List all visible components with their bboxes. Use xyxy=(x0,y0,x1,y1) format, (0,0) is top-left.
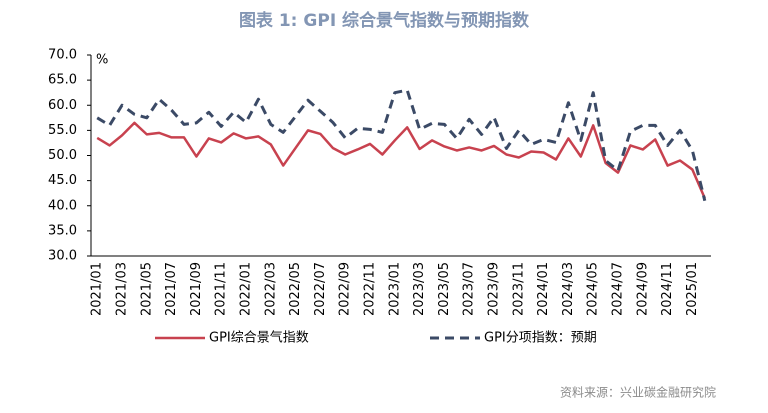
y-tick-label: 55.0 xyxy=(48,123,77,138)
x-tick-label: 2023/01 xyxy=(387,262,402,316)
y-tick-label: 50.0 xyxy=(48,148,77,163)
x-tick-label: 2023/03 xyxy=(412,262,427,316)
x-tick-label: 2024/05 xyxy=(586,262,601,316)
source: 资料来源：兴业碳金融研究院 xyxy=(560,385,716,400)
y-tick-label: 30.0 xyxy=(48,249,77,264)
x-tick-label: 2022/05 xyxy=(288,262,303,316)
series-line xyxy=(96,88,707,202)
x-tick-label: 2021/09 xyxy=(189,262,204,316)
x-tick-label: 2024/09 xyxy=(635,262,650,316)
x-tick-label: 2023/09 xyxy=(487,262,502,316)
y-unit: % xyxy=(96,53,108,68)
x-tick-label: 2022/03 xyxy=(263,262,278,316)
x-tick-label: 2024/07 xyxy=(611,262,626,316)
y-tick-label: 35.0 xyxy=(48,223,77,238)
chart-title: 图表 1: GPI 综合景气指数与预期指数 xyxy=(239,10,530,31)
legend-label: GPI综合景气指数 xyxy=(209,330,309,346)
y-tick-label: 60.0 xyxy=(48,98,77,113)
x-tick-label: 2021/03 xyxy=(115,262,130,316)
x-tick-label: 2024/03 xyxy=(561,262,576,316)
y-tick-label: 40.0 xyxy=(48,198,77,213)
y-tick-label: 45.0 xyxy=(48,173,77,188)
x-tick-label: 2022/07 xyxy=(313,262,328,316)
x-tick-label: 2021/01 xyxy=(90,262,105,316)
x-tick-label: 2022/09 xyxy=(338,262,353,316)
x-tick-label: 2024/11 xyxy=(660,262,675,316)
x-tick-label: 2023/11 xyxy=(511,262,526,316)
x-tick-label: 2022/01 xyxy=(239,262,254,316)
x-tick-label: 2023/05 xyxy=(437,262,452,316)
legend-label: GPI分项指数：预期 xyxy=(484,331,597,346)
x-tick-label: 2025/01 xyxy=(685,262,700,316)
x-tick-label: 2022/11 xyxy=(363,262,378,316)
y-tick-label: 70.0 xyxy=(48,48,77,63)
x-tick-label: 2024/01 xyxy=(536,262,551,316)
series-line xyxy=(96,121,706,199)
y-tick-label: 65.0 xyxy=(48,73,77,88)
x-tick-label: 2021/05 xyxy=(139,262,154,316)
x-tick-label: 2023/07 xyxy=(462,262,477,316)
x-tick-label: 2021/07 xyxy=(164,262,179,316)
x-tick-label: 2021/11 xyxy=(214,262,229,316)
